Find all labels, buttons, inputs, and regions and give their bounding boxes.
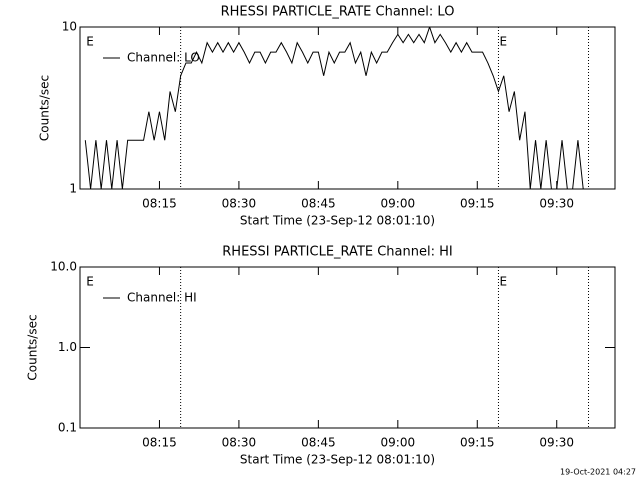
y-tick-label: 10: [62, 20, 77, 34]
y-tick-label: 0.1: [58, 421, 77, 435]
x-tick-label: 08:15: [142, 436, 177, 450]
x-tick-label: 09:30: [539, 436, 574, 450]
y-tick-label: 1.0: [58, 340, 77, 354]
chart-title: RHESSI PARTICLE_RATE Channel: HI: [222, 245, 452, 260]
chart-title: RHESSI PARTICLE_RATE Channel: LO: [221, 5, 455, 20]
x-tick-label: 09:15: [460, 197, 495, 211]
legend-label: Channel: HI: [127, 291, 197, 305]
annotation: E: [499, 35, 507, 49]
x-tick-label: 08:30: [222, 436, 257, 450]
plot-frame: [79, 26, 616, 190]
x-tick-label: 09:00: [381, 436, 416, 450]
series-line: [84, 27, 584, 190]
x-tick-label: 09:15: [460, 436, 495, 450]
x-tick-label: 09:00: [381, 197, 416, 211]
y-tick-label: 1: [69, 182, 77, 196]
legend-label: Channel: LO: [127, 51, 200, 65]
y-tick-label: 10.0: [50, 260, 77, 274]
x-tick-label: 08:15: [142, 197, 177, 211]
annotation: E: [86, 35, 94, 49]
x-tick-label: 08:45: [301, 436, 336, 450]
x-axis-label: Start Time (23-Sep-12 08:01:10): [240, 214, 435, 228]
y-axis-label: Counts/sec: [26, 314, 40, 380]
footer: 19-Oct-2021 04:27: [560, 468, 636, 477]
annotation: E: [499, 275, 507, 289]
x-tick-label: 08:45: [301, 197, 336, 211]
y-axis-label: Counts/sec: [38, 75, 52, 141]
annotation: E: [86, 275, 94, 289]
x-tick-label: 08:30: [222, 197, 257, 211]
x-axis-label: Start Time (23-Sep-12 08:01:10): [240, 453, 435, 467]
x-tick-label: 09:30: [539, 197, 574, 211]
